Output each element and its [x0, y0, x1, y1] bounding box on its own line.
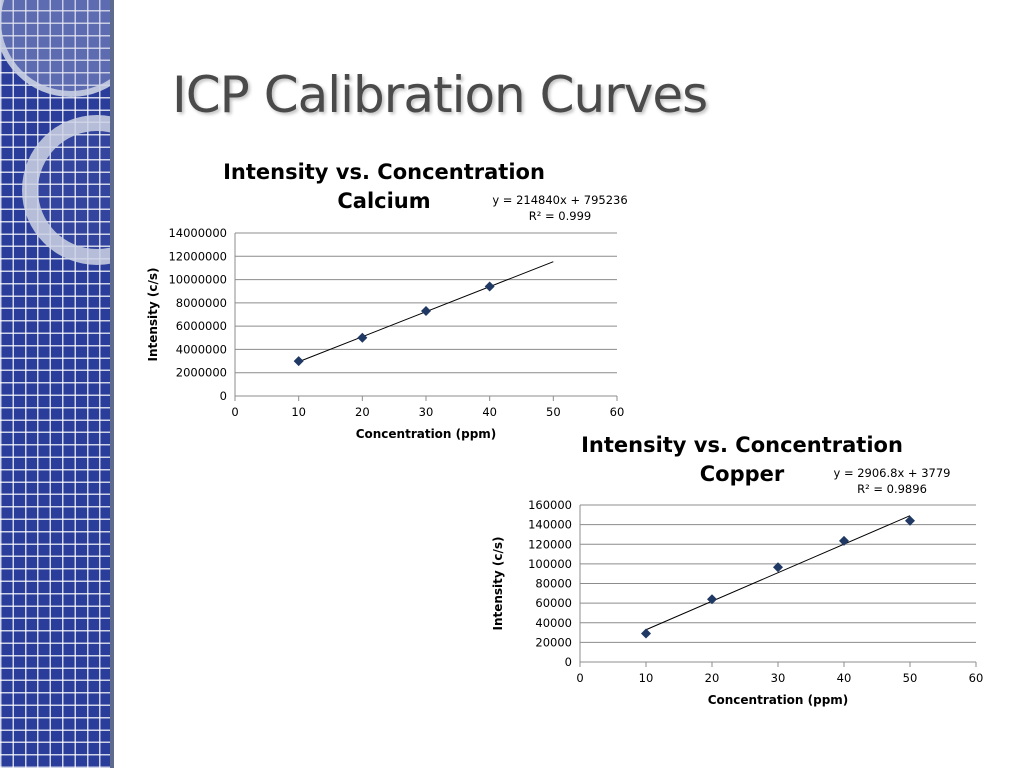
y-axis-label: Intensity (c/s) — [491, 536, 505, 630]
sidebar-edge — [110, 0, 114, 768]
data-point — [641, 628, 651, 639]
x-axis-label: Concentration (ppm) — [356, 427, 497, 441]
sidebar-grid-pattern — [0, 0, 114, 768]
x-tick-label: 50 — [903, 671, 918, 685]
data-point — [357, 332, 368, 343]
x-tick-label: 40 — [482, 405, 497, 419]
x-tick-label: 10 — [639, 671, 654, 685]
y-tick-label: 2000000 — [176, 366, 227, 380]
y-tick-label: 10000000 — [168, 273, 227, 287]
chart-subtitle: Calcium — [337, 189, 430, 213]
y-tick-label: 4000000 — [176, 342, 227, 356]
x-tick-label: 30 — [419, 405, 434, 419]
decorative-ring — [22, 115, 114, 265]
x-tick-label: 20 — [355, 405, 370, 419]
x-tick-label: 60 — [969, 671, 984, 685]
x-tick-label: 0 — [231, 405, 238, 419]
y-tick-label: 160000 — [528, 498, 572, 512]
y-tick-label: 80000 — [535, 577, 572, 591]
x-tick-label: 0 — [576, 671, 583, 685]
r-squared-label: R² = 0.999 — [529, 209, 591, 223]
y-axis-label: Intensity (c/s) — [146, 267, 160, 361]
y-tick-label: 14000000 — [168, 226, 227, 240]
x-tick-label: 30 — [771, 671, 786, 685]
slide-title: ICP Calibration Curves — [172, 66, 708, 124]
y-tick-label: 6000000 — [176, 319, 227, 333]
x-tick-label: 50 — [546, 405, 561, 419]
trendline-equation: y = 214840x + 795236 — [492, 193, 627, 207]
data-point — [773, 562, 783, 573]
x-tick-label: 60 — [610, 405, 625, 419]
y-tick-label: 140000 — [528, 518, 572, 532]
y-tick-label: 12000000 — [168, 249, 227, 263]
y-tick-label: 100000 — [528, 557, 572, 571]
y-tick-label: 8000000 — [176, 296, 227, 310]
data-point — [484, 281, 495, 292]
y-tick-label: 120000 — [528, 537, 572, 551]
decorative-circle-top — [0, 0, 114, 97]
trendline — [645, 515, 911, 631]
y-tick-label: 0 — [220, 389, 227, 403]
y-tick-label: 40000 — [535, 616, 572, 630]
chart-title: Intensity vs. Concentration — [223, 160, 545, 184]
copper-calibration-chart: Intensity vs. Concentration Copper 0 20000 4… — [491, 433, 984, 707]
data-point — [707, 594, 717, 605]
data-point — [905, 515, 915, 526]
x-tick-label: 40 — [837, 671, 852, 685]
y-tick-label: 20000 — [535, 635, 572, 649]
trendline-equation: y = 2906.8x + 3779 — [833, 466, 950, 480]
calcium-calibration-chart: Intensity vs. Concentration Calcium 0 20000… — [146, 160, 628, 441]
data-point — [293, 356, 304, 367]
data-point — [839, 535, 849, 546]
chart-subtitle: Copper — [700, 462, 785, 486]
data-point — [421, 306, 431, 317]
x-tick-label: 20 — [705, 671, 720, 685]
r-squared-label: R² = 0.9896 — [857, 482, 927, 496]
chart-title: Intensity vs. Concentration — [581, 433, 903, 457]
y-tick-label: 0 — [565, 655, 572, 669]
x-tick-label: 10 — [291, 405, 306, 419]
y-tick-label: 60000 — [535, 596, 572, 610]
x-axis-label: Concentration (ppm) — [708, 693, 849, 707]
